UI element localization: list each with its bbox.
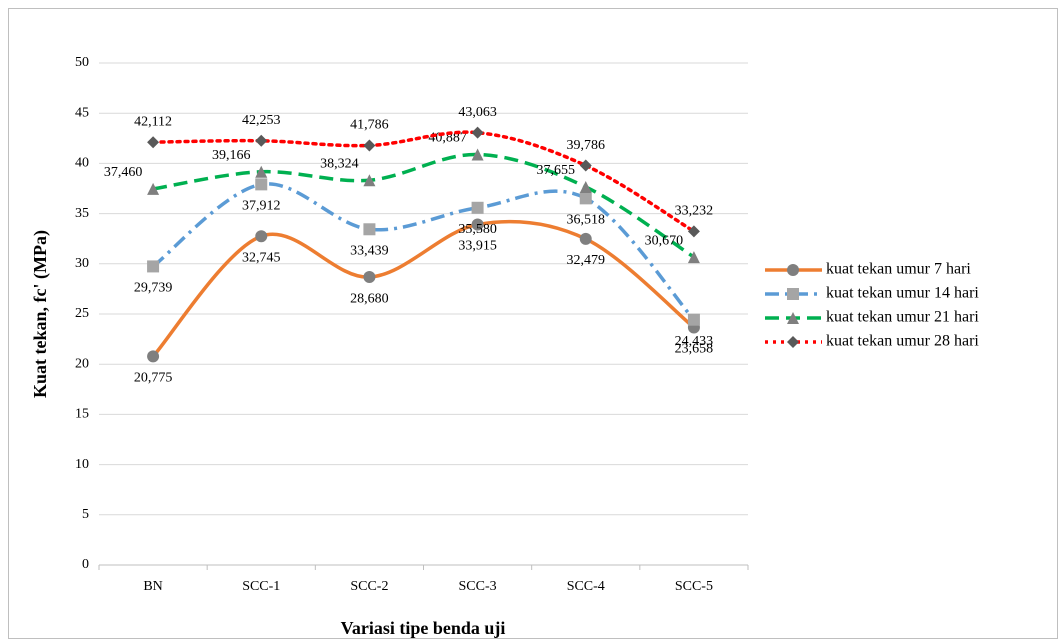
data-label: 37,655 <box>537 163 576 178</box>
data-label: 38,324 <box>320 156 359 171</box>
y-tick-label: 5 <box>82 507 89 522</box>
marker <box>687 251 700 264</box>
data-label: 33,915 <box>458 239 497 254</box>
series-line <box>152 182 696 321</box>
x-tick-label: BN <box>143 579 162 594</box>
data-label: 37,912 <box>242 199 281 214</box>
marker <box>579 192 592 205</box>
x-tick-label: SCC-4 <box>567 579 605 594</box>
marker <box>471 148 484 161</box>
y-tick-label: 15 <box>75 407 89 422</box>
marker <box>579 180 592 193</box>
marker <box>255 134 268 147</box>
data-label: 28,680 <box>350 291 389 306</box>
marker <box>787 336 799 348</box>
marker <box>363 223 376 236</box>
x-tick-label: SCC-5 <box>675 579 713 594</box>
marker <box>471 126 484 139</box>
data-label: 24,433 <box>675 334 714 349</box>
marker <box>687 313 700 326</box>
data-label: 20,775 <box>134 371 173 386</box>
marker <box>687 225 700 238</box>
data-label: 33,232 <box>675 204 714 219</box>
data-label: 42,112 <box>134 114 172 129</box>
x-tick-label: SCC-1 <box>242 579 280 594</box>
data-label: 42,253 <box>242 113 281 128</box>
data-label: 41,786 <box>350 118 389 133</box>
y-tick-label: 0 <box>82 557 89 572</box>
x-tick-label: SCC-2 <box>350 579 388 594</box>
legend-label: kuat tekan umur 21 hari <box>826 309 979 326</box>
data-label: 40,887 <box>428 131 467 146</box>
data-label: 30,670 <box>645 233 684 248</box>
marker <box>471 201 484 214</box>
series-line <box>152 152 695 259</box>
data-label: 39,166 <box>212 148 251 163</box>
y-tick-label: 20 <box>75 356 89 371</box>
series-line <box>151 130 696 234</box>
x-axis-title: Variasi tipe benda uji <box>341 618 506 638</box>
marker <box>147 182 160 195</box>
marker <box>579 232 592 245</box>
data-label: 32,479 <box>567 253 606 268</box>
marker <box>787 312 799 324</box>
x-tick-label: SCC-3 <box>459 579 497 594</box>
marker <box>471 218 484 231</box>
y-tick-label: 40 <box>75 156 89 171</box>
data-label: 39,786 <box>567 138 606 153</box>
y-tick-label: 30 <box>75 256 89 271</box>
data-label: 32,745 <box>242 250 281 265</box>
y-axis-title: Kuat tekan, fc' (MPa) <box>30 230 51 398</box>
data-label: 29,739 <box>134 281 173 296</box>
series-line <box>151 219 696 358</box>
marker <box>363 139 376 152</box>
legend-label: kuat tekan umur 7 hari <box>826 261 971 278</box>
y-tick-label: 25 <box>75 306 89 321</box>
marker <box>363 271 376 284</box>
marker <box>255 178 268 191</box>
data-label: 23,658 <box>675 342 714 357</box>
data-label: 36,518 <box>567 213 606 228</box>
marker <box>363 174 376 187</box>
marker <box>255 165 268 178</box>
y-tick-label: 45 <box>75 105 89 120</box>
legend-label: kuat tekan umur 28 hari <box>826 333 979 350</box>
y-tick-label: 10 <box>75 457 89 472</box>
y-tick-label: 35 <box>75 206 89 221</box>
marker <box>255 230 268 243</box>
marker <box>579 159 592 172</box>
data-label: 37,460 <box>104 165 143 180</box>
marker <box>147 350 160 363</box>
marker <box>787 264 799 276</box>
marker <box>147 136 160 149</box>
data-label: 35,580 <box>458 222 497 237</box>
legend-label: kuat tekan umur 14 hari <box>826 285 979 302</box>
data-label: 43,063 <box>458 105 497 120</box>
data-label: 33,439 <box>350 243 389 258</box>
y-tick-label: 50 <box>75 55 89 70</box>
marker <box>787 288 799 300</box>
marker <box>147 260 160 273</box>
